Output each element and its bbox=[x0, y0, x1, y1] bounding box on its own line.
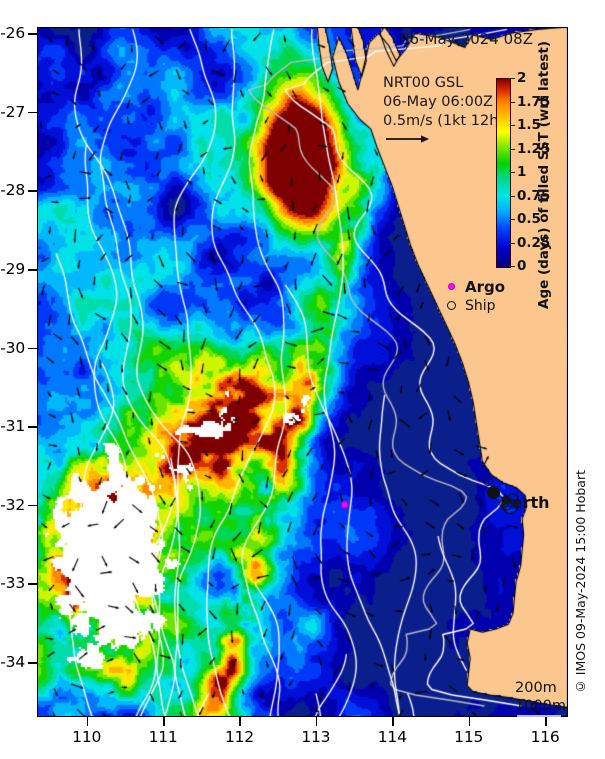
colorbar-tick bbox=[510, 125, 515, 126]
ship-marker-icon bbox=[443, 301, 459, 310]
legend-item-ship: Ship bbox=[443, 296, 505, 315]
legend-label-argo: Argo bbox=[465, 277, 506, 296]
vector-scale-arrow-icon bbox=[385, 130, 431, 143]
colorbar-tick bbox=[510, 78, 515, 79]
y-tick-label-8: -34 bbox=[0, 652, 25, 671]
colorbar-gradient bbox=[496, 78, 511, 268]
x-tick-label-3: 113 bbox=[301, 728, 331, 746]
depth-key-rule bbox=[517, 715, 561, 717]
legend-item-argo: Argo bbox=[443, 277, 505, 296]
y-tick bbox=[28, 111, 37, 114]
y-tick-label-6: -32 bbox=[0, 495, 25, 514]
city-label-perth: Perth bbox=[500, 493, 550, 512]
colorbar-tick-label-2: 1.5 bbox=[517, 117, 541, 133]
x-tick bbox=[239, 717, 242, 726]
y-tick bbox=[28, 583, 37, 585]
colorbar-tick bbox=[510, 242, 515, 244]
ship-position-marker bbox=[483, 476, 493, 486]
legend-label-ship: Ship bbox=[465, 297, 496, 314]
product-info-block: NRT00 GSL 06-May 06:00Z 0.5m/s (1kt 12h) bbox=[383, 74, 504, 131]
y-tick bbox=[28, 504, 37, 507]
vector-scale-label: 0.5m/s (1kt 12h) bbox=[383, 113, 505, 129]
x-tick-label-5: 115 bbox=[454, 728, 484, 746]
colorbar-tick bbox=[510, 172, 515, 173]
colorbar-tick bbox=[510, 219, 515, 220]
colorbar-tick bbox=[510, 101, 515, 103]
x-tick bbox=[392, 717, 394, 726]
y-tick bbox=[28, 190, 37, 193]
y-tick bbox=[28, 347, 37, 350]
product-time-label: 06-May 06:00Z bbox=[383, 94, 493, 110]
x-tick bbox=[86, 717, 89, 726]
x-tick-label-4: 114 bbox=[377, 728, 407, 746]
platform-legend: Argo Ship bbox=[443, 277, 505, 315]
x-tick bbox=[545, 717, 547, 726]
city-marker-dot bbox=[487, 486, 500, 499]
y-tick bbox=[28, 426, 37, 428]
x-tick bbox=[468, 717, 471, 726]
y-tick-label-0: -26 bbox=[0, 24, 25, 43]
colorbar-tick-label-3: 1.25 bbox=[517, 140, 551, 157]
y-tick bbox=[28, 661, 37, 664]
observation-date-label: 06-May-2024 08Z bbox=[400, 30, 533, 48]
x-tick-label-6: 116 bbox=[530, 728, 560, 746]
y-tick-label-1: -27 bbox=[0, 102, 25, 121]
depth-key-1000m: 1000m bbox=[515, 698, 567, 714]
y-tick-label-2: -28 bbox=[0, 181, 25, 200]
map-plot-area[interactable] bbox=[37, 27, 568, 717]
y-tick bbox=[28, 33, 37, 35]
y-tick bbox=[28, 269, 37, 271]
copyright-notice: © IMOS 09-May-2024 15:00 Hobart bbox=[573, 470, 588, 695]
product-name-label: NRT00 GSL bbox=[383, 75, 464, 91]
depth-key-200m: 200m bbox=[515, 680, 557, 696]
y-tick-label-4: -30 bbox=[0, 338, 25, 357]
x-tick-label-0: 110 bbox=[72, 728, 102, 746]
colorbar-tick-label-8: 0 bbox=[517, 258, 527, 274]
x-tick-label-2: 112 bbox=[224, 728, 254, 746]
colorbar-tick-label-1: 1.75 bbox=[517, 93, 551, 110]
depth-contour-key: 200m 1000m bbox=[515, 679, 566, 715]
sst-age-heatmap-layer bbox=[37, 27, 568, 717]
colorbar-tick bbox=[510, 148, 515, 150]
x-tick bbox=[315, 717, 318, 726]
colorbar-tick-label-4: 1 bbox=[517, 164, 527, 180]
colorbar-title: Age (days) of filled SST (wrt latest) bbox=[536, 40, 552, 309]
x-tick-label-1: 111 bbox=[148, 728, 178, 746]
y-tick-label-7: -33 bbox=[0, 574, 25, 593]
colorbar-tick-label-6: 0.5 bbox=[517, 211, 541, 227]
y-tick-label-5: -31 bbox=[0, 417, 25, 436]
colorbar-tick bbox=[510, 195, 515, 197]
colorbar-tick-label-0: 2 bbox=[517, 70, 527, 86]
colorbar-tick-label-7: 0.25 bbox=[517, 234, 551, 251]
x-tick bbox=[163, 717, 165, 726]
y-tick-label-3: -29 bbox=[0, 260, 25, 279]
argo-marker-icon bbox=[443, 283, 459, 290]
colorbar-tick bbox=[510, 266, 515, 267]
colorbar-tick-label-5: 0.75 bbox=[517, 187, 551, 204]
